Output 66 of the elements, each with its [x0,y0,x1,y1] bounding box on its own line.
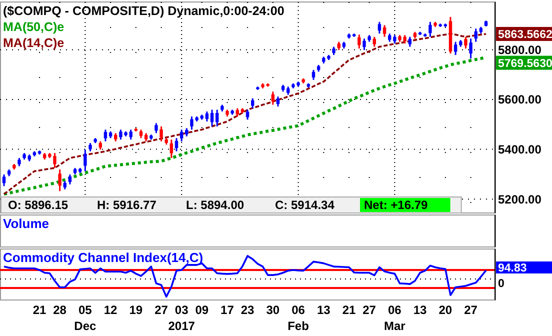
candlestick [464,36,468,50]
x-tick-label: 21 [32,303,47,317]
x-tick-label: 27 [362,303,376,317]
candlestick [358,34,361,50]
candlestick [312,69,316,81]
text: 0 [498,278,504,290]
candlestick [362,38,366,51]
data-label: 5863.5662 [498,28,552,41]
candlestick [68,174,72,186]
text: MA(14,C)e [3,36,64,50]
candlestick [454,41,458,56]
x-tick-label: 30 [266,303,280,317]
candlestick [378,21,382,34]
x-tick-label: 27 [464,303,478,317]
text: MA(50,C)e [3,20,64,34]
candlestick [408,36,412,48]
x-tick-label: 17 [220,303,234,317]
candlestick [271,90,275,106]
data-label: 5769.5630 [498,58,552,70]
x-tick-label: 05 Dec [74,303,97,333]
candlestick [2,174,6,187]
x-tick-label: 12 [104,303,118,317]
x-tick-label: 06 Feb [288,303,309,333]
x-tick-label: 03 2017 [168,303,196,333]
x-tick-label: 20 [438,303,452,317]
candlestick [382,24,386,38]
candlestick [215,108,219,128]
text: 94.83 [498,262,527,274]
annotation: C: 5914.34 [275,198,335,212]
x-tick-label: 21 [342,303,356,317]
x-tick-label: 19 [129,303,143,317]
candlestick [160,126,163,142]
candlestick [210,108,214,128]
x-tick-label: 13 [316,303,331,317]
candlestick [84,148,87,172]
candlestick [180,128,184,142]
chart-title: Commodity Channel Index(14,C) [3,250,204,265]
y-tick-label: 5400.00 [498,142,542,156]
candlestick [251,98,254,109]
x-tick-label: 06 Mar [384,303,406,333]
x-tick-label: 09 [195,303,209,317]
candlestick [246,108,250,120]
x-tick-label: 28 [53,303,67,317]
chart-title: ($COMPQ - COMPOSITE,D) Dynamic,0:00-24:00 [3,4,284,18]
candlestick [372,36,376,48]
annotation: H: 5916.77 [97,198,157,212]
y-tick-label: 5600.00 [498,92,542,107]
candlestick [104,128,108,142]
candlestick [474,28,478,43]
x-tick-label: 13 [413,303,428,317]
annotation: Net: +16.79 [364,198,428,212]
candlestick [174,137,178,152]
candlestick [205,110,209,122]
text: Volume [3,216,49,231]
y-tick-label: 5800.00 [498,42,542,57]
annotation: O: 5896.15 [8,198,68,212]
candlestick [469,38,472,60]
y-tick-label: 5200.00 [498,192,542,206]
x-tick-label: 27 [154,303,168,317]
candlestick [276,96,280,108]
candlestick [154,122,158,134]
x-tick-label: 23 [240,303,255,317]
candlestick [58,168,62,192]
candlestick [428,21,432,38]
annotation: L: 5894.00 [186,198,244,212]
candlestick [170,138,174,159]
